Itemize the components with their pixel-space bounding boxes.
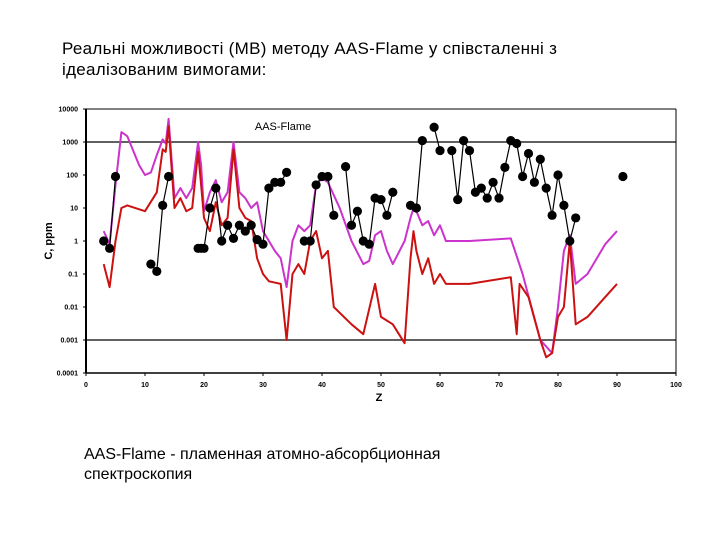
- chart-title: AAS-Flame: [255, 121, 311, 133]
- x-tick-label: 30: [259, 382, 267, 389]
- mdl-data-point: [276, 177, 286, 187]
- mdl-data-point: [99, 236, 109, 246]
- mdl-data-point: [329, 210, 339, 220]
- mdl-data-point: [571, 213, 581, 223]
- mdl-data-point: [305, 236, 315, 246]
- mdl-data-point: [223, 220, 233, 230]
- x-tick-label: 80: [554, 382, 562, 389]
- mdl-data-point: [382, 210, 392, 220]
- mdl-data-point: [547, 210, 557, 220]
- mdl-data-point: [217, 236, 227, 246]
- y-tick-label: 10: [70, 206, 78, 213]
- mdl-data-point: [346, 220, 357, 230]
- y-tick-label: 1: [74, 239, 78, 246]
- mdl-data-point: [447, 145, 457, 156]
- mdl-data-point: [228, 233, 239, 243]
- mdl-data-point: [152, 266, 162, 276]
- mdl-data-point: [282, 167, 292, 177]
- x-tick-label: 60: [436, 382, 444, 389]
- mdl-data-point: [535, 154, 545, 164]
- mdl-data-point: [105, 243, 115, 253]
- caption-line-1: AAS-Flame - пламенная атомно-абсорбционн…: [84, 446, 441, 463]
- x-tick-label: 70: [495, 382, 503, 389]
- x-tick-label: 100: [670, 382, 682, 389]
- mdl-data-point: [264, 183, 274, 193]
- mdl-data-point: [240, 226, 250, 236]
- x-tick-label: 50: [377, 382, 385, 389]
- mdl-data-point: [364, 239, 374, 249]
- mdl-data-point: [482, 193, 492, 203]
- mdl-data-point: [553, 170, 563, 180]
- x-axis-label: Z: [376, 392, 383, 404]
- heading-line-2: ідеалізованим вимогами:: [62, 60, 267, 79]
- y-tick-label: 0.0001: [57, 371, 79, 378]
- mdl-data-point: [500, 162, 510, 172]
- mdl-connector-line: [451, 138, 577, 242]
- mdl-data-point: [341, 161, 351, 172]
- mdl-data-point: [523, 148, 534, 159]
- mdl-data-point: [559, 200, 569, 210]
- mdl-data-point: [411, 203, 421, 213]
- mdl-data-point: [258, 239, 268, 249]
- mdl-data-point: [518, 171, 528, 182]
- mdl-data-point: [541, 183, 551, 193]
- mdl-connector-line: [345, 166, 394, 246]
- y-tick-label: 0.1: [68, 272, 78, 279]
- slide-heading: Реальні можливості (МВ) методу AAS-Flame…: [62, 38, 662, 80]
- mdl-connector-line: [410, 140, 423, 209]
- mdl-data-point: [110, 171, 121, 182]
- mdl-data-point: [246, 220, 256, 230]
- mdl-data-point: [199, 243, 209, 253]
- y-tick-label: 0.001: [60, 338, 78, 345]
- mdl-data-point: [453, 194, 463, 205]
- mdl-data-point: [417, 136, 427, 146]
- mdl-data-point: [211, 183, 221, 193]
- mdl-data-point: [234, 220, 244, 230]
- x-tick-label: 10: [141, 382, 149, 389]
- mdl-data-point: [429, 122, 439, 132]
- mdl-data-point: [323, 171, 333, 182]
- heading-line-1: Реальні можливості (МВ) методу AAS-Flame…: [62, 39, 558, 58]
- mdl-data-point: [529, 177, 540, 187]
- mdl-data-point: [464, 145, 475, 156]
- mdl-data-point: [476, 183, 486, 193]
- x-tick-label: 90: [613, 382, 621, 389]
- mdl-data-point: [388, 187, 398, 197]
- mdl-data-point: [146, 259, 156, 269]
- mdl-data-point: [435, 145, 445, 156]
- mdl-data-point: [311, 180, 321, 190]
- mdl-data-point: [164, 171, 174, 182]
- x-tick-label: 40: [318, 382, 326, 389]
- mdl-data-point: [494, 193, 504, 203]
- y-tick-label: 1000: [62, 140, 78, 147]
- mdl-data-point: [376, 194, 386, 205]
- mdl-data-point: [352, 206, 362, 216]
- y-tick-label: 100: [66, 173, 78, 180]
- x-tick-label: 0: [84, 382, 88, 389]
- mdl-data-point: [459, 136, 469, 146]
- y-tick-label: 10000: [59, 107, 79, 114]
- upper-requirement-curve: [102, 117, 618, 355]
- slide-caption: AAS-Flame - пламенная атомно-абсорбционн…: [84, 445, 604, 485]
- mdl-data-point: [158, 200, 168, 210]
- x-tick-label: 20: [200, 382, 208, 389]
- mdl-data-point: [618, 171, 628, 182]
- mdl-data-point: [488, 177, 498, 187]
- mdl-data-point: [565, 236, 575, 246]
- y-tick-label: 0.01: [64, 305, 78, 312]
- mdl-data-point: [512, 138, 522, 149]
- y-axis-label: C, ppm: [43, 222, 55, 259]
- caption-line-2: спектроскопия: [84, 466, 193, 483]
- mdl-connector-line: [150, 176, 170, 273]
- mdl-data-point: [205, 203, 215, 213]
